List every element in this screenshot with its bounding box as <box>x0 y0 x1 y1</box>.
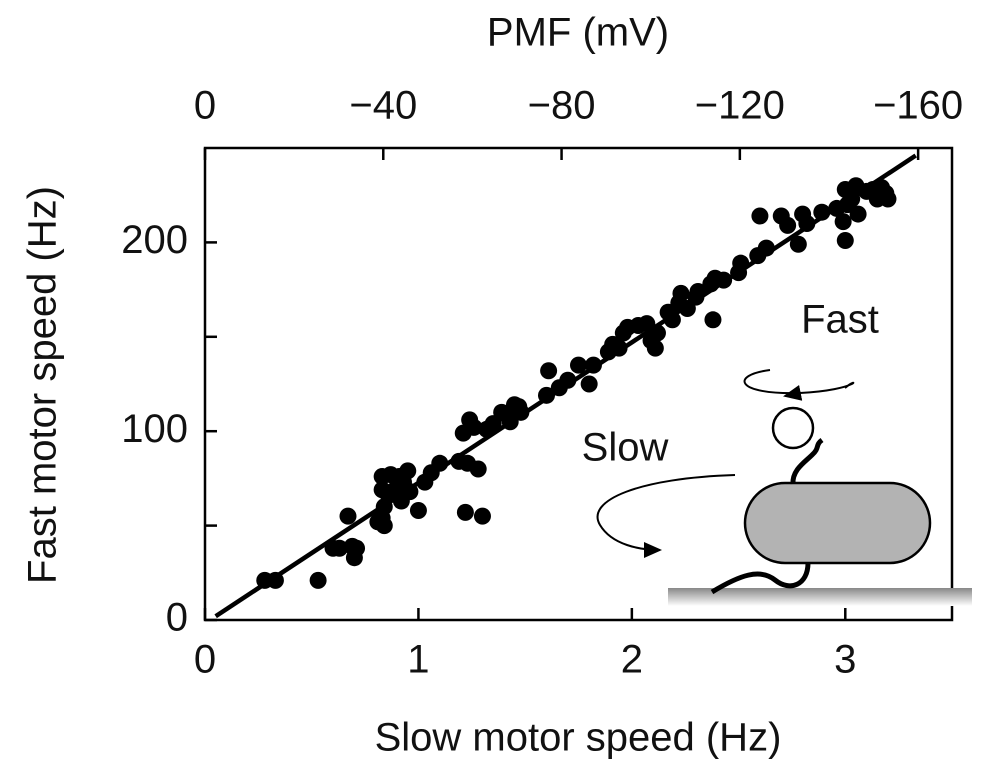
fast-label: Fast <box>801 298 879 342</box>
point <box>704 311 722 329</box>
point <box>348 539 366 557</box>
x2-tick-label: −120 <box>695 84 785 128</box>
point <box>849 205 867 223</box>
slow-rotation-arrow <box>596 474 736 558</box>
point <box>431 454 449 472</box>
point <box>757 239 775 257</box>
point <box>879 190 897 208</box>
point <box>610 339 628 357</box>
x2-tick-label: −160 <box>873 84 963 128</box>
point <box>309 571 327 589</box>
point <box>570 356 587 374</box>
point <box>648 324 666 342</box>
point <box>663 311 681 329</box>
point <box>456 503 474 521</box>
point <box>537 386 555 404</box>
point <box>672 284 690 302</box>
point <box>399 462 417 480</box>
fast-arrowhead <box>783 385 803 401</box>
point <box>409 501 427 519</box>
point <box>375 517 393 535</box>
point <box>715 271 733 289</box>
point <box>559 371 577 389</box>
x2-tick-label: 0 <box>194 84 216 128</box>
y-tick-label: 0 <box>166 596 188 640</box>
point <box>836 232 854 250</box>
y-tick-label: 200 <box>121 218 188 262</box>
point <box>813 203 831 221</box>
point <box>646 339 664 357</box>
point <box>843 190 861 208</box>
point <box>266 571 284 589</box>
y-axis-title: Fast motor speed (Hz) <box>21 186 65 584</box>
point <box>689 282 707 300</box>
point <box>580 375 598 393</box>
point <box>465 418 483 436</box>
point <box>401 483 419 501</box>
x2-tick-label: −40 <box>349 84 417 128</box>
slow-label: Slow <box>582 426 669 470</box>
fast-rotation-arrow <box>743 369 855 395</box>
flagellum-bottom <box>710 562 811 595</box>
plot-frame <box>203 146 954 622</box>
y-tick-label: 100 <box>121 407 188 451</box>
point <box>834 213 852 231</box>
x-tick-label: 0 <box>194 638 216 682</box>
surface <box>668 588 972 606</box>
inset-diagram: Fast Slow <box>582 298 972 606</box>
point <box>732 254 750 272</box>
point <box>473 507 491 525</box>
point <box>469 460 487 478</box>
x-tick-label: 1 <box>407 638 429 682</box>
flagellum-top <box>790 437 824 485</box>
x-axis-title: Slow motor speed (Hz) <box>375 716 782 760</box>
x-tick-label: 3 <box>834 638 856 682</box>
point <box>512 403 530 421</box>
point <box>779 216 797 234</box>
point <box>798 215 816 233</box>
x2-axis-title: PMF (mV) <box>487 11 669 55</box>
bead <box>771 406 815 450</box>
point <box>330 539 348 557</box>
x-tick-label: 2 <box>621 638 643 682</box>
point <box>751 207 769 225</box>
point <box>540 362 558 380</box>
point <box>584 356 602 374</box>
point <box>375 498 393 516</box>
x2-tick-label: −80 <box>528 84 596 128</box>
point <box>789 235 807 253</box>
point <box>339 507 357 525</box>
cell-body <box>743 481 932 565</box>
